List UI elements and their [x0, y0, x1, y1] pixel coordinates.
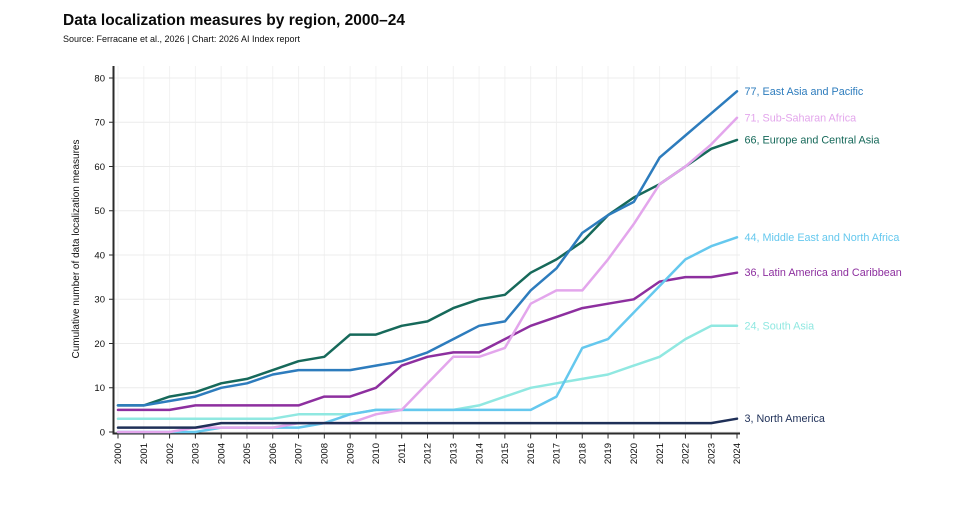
series-line-europe-and-central-asia: [116, 138, 739, 407]
series-end-label-sub-saharan-africa: 71, Sub-Saharan Africa: [745, 112, 857, 124]
x-tick-label-2009: 2009: [345, 443, 356, 464]
x-tick-label-2002: 2002: [165, 443, 176, 464]
y-tick-label-60: 60: [94, 162, 105, 173]
x-tick-label-2015: 2015: [500, 443, 511, 464]
x-tick-label-2000: 2000: [113, 443, 124, 464]
y-tick-label-0: 0: [100, 427, 105, 438]
x-tick-label-2017: 2017: [552, 443, 563, 464]
x-tick-label-2024: 2024: [732, 443, 743, 464]
x-tick-label-2014: 2014: [474, 443, 485, 464]
y-tick-label-10: 10: [94, 383, 105, 394]
x-tick-label-2010: 2010: [371, 443, 382, 464]
series-end-label-south-asia: 24, South Asia: [745, 320, 815, 332]
y-axis-title: Cumulative number of data localization m…: [71, 140, 82, 359]
series-end-label-latin-america-and-caribbean: 36, Latin America and Caribbean: [745, 267, 902, 279]
y-tick-label-50: 50: [94, 206, 105, 217]
y-tick-label-30: 30: [94, 295, 105, 306]
x-tick-label-2008: 2008: [320, 443, 331, 464]
x-tick-label-2011: 2011: [397, 443, 408, 463]
series-line-east-asia-and-pacific: [116, 90, 739, 407]
series-end-label-north-america: 3, North America: [745, 413, 825, 425]
series-end-label-east-asia-and-pacific: 77, East Asia and Pacific: [745, 86, 864, 98]
chart-header: Data localization measures by region, 20…: [63, 12, 405, 44]
x-tick-label-2012: 2012: [423, 443, 434, 464]
x-tick-label-2005: 2005: [242, 443, 253, 464]
series-end-label-europe-and-central-asia: 66, Europe and Central Asia: [745, 134, 880, 146]
y-tick-label-40: 40: [94, 250, 105, 261]
y-tick-label-20: 20: [94, 339, 105, 350]
y-tick-label-80: 80: [94, 73, 105, 84]
x-tick-label-2003: 2003: [191, 443, 202, 464]
x-tick-label-2020: 2020: [629, 443, 640, 464]
x-tick-label-2016: 2016: [526, 443, 537, 464]
x-tick-label-2019: 2019: [603, 443, 614, 464]
chart-source: Source: Ferracane et al., 2026 | Chart: …: [63, 34, 300, 44]
series-end-label-middle-east-and-north-africa: 44, Middle East and North Africa: [745, 232, 900, 244]
x-tick-label-2006: 2006: [268, 443, 279, 464]
series-line-north-america: [116, 417, 739, 429]
series-line-latin-america-and-caribbean: [116, 271, 739, 412]
x-tick-label-2007: 2007: [294, 443, 305, 464]
chart-title: Data localization measures by region, 20…: [63, 12, 406, 29]
x-tick-label-2022: 2022: [681, 443, 692, 464]
x-tick-label-2004: 2004: [216, 443, 227, 464]
x-tick-label-2021: 2021: [655, 443, 666, 464]
x-tick-label-2018: 2018: [577, 443, 588, 464]
x-tick-label-2001: 2001: [139, 443, 150, 464]
x-tick-label-2013: 2013: [448, 443, 459, 464]
x-tick-label-2023: 2023: [706, 443, 717, 464]
series-line-sub-saharan-africa: [116, 116, 739, 434]
y-tick-label-70: 70: [94, 118, 105, 129]
